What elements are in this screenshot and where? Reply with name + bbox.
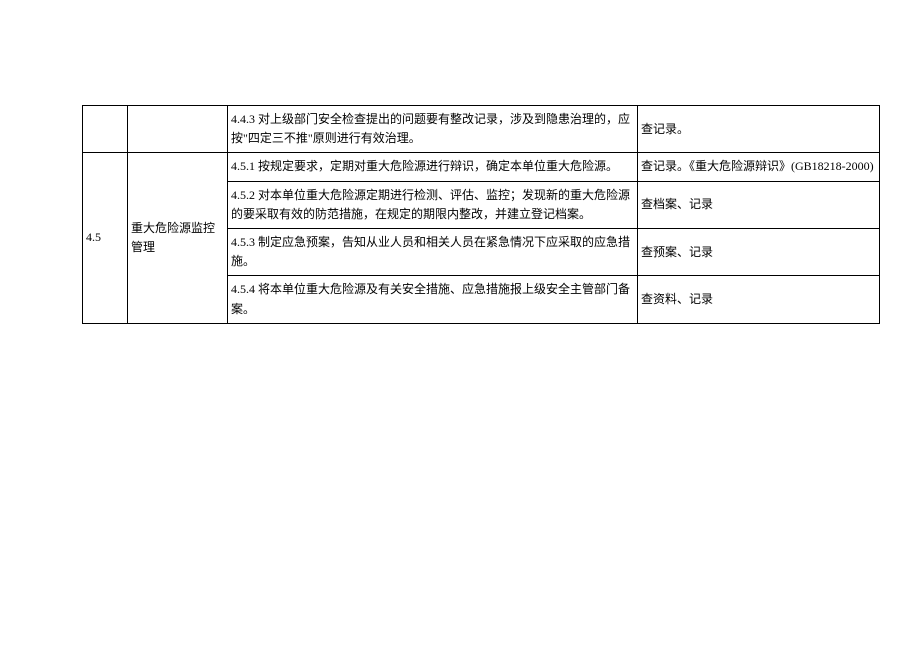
cell-section-num: 4.5: [83, 153, 128, 323]
table-row: 4.4.3 对上级部门安全检查提出的问题要有整改记录，涉及到隐患治理的，应按"四…: [83, 106, 880, 153]
cell-name-empty: [128, 106, 228, 153]
cell-note: 查记录。《重大危险源辩识》(GB18218-2000): [638, 153, 880, 181]
cell-content: 4.5.3 制定应急预案，告知从业人员和相关人员在紧急情况下应采取的应急措施。: [228, 228, 638, 275]
cell-content: 4.5.4 将本单位重大危险源及有关安全措施、应急措施报上级安全主管部门备案。: [228, 276, 638, 323]
safety-table: 4.4.3 对上级部门安全检查提出的问题要有整改记录，涉及到隐患治理的，应按"四…: [82, 105, 880, 324]
table-row: 4.5 重大危险源监控管理 4.5.1 按规定要求，定期对重大危险源进行辩识，确…: [83, 153, 880, 181]
page-container: 4.4.3 对上级部门安全检查提出的问题要有整改记录，涉及到隐患治理的，应按"四…: [0, 0, 920, 324]
cell-note: 查资料、记录: [638, 276, 880, 323]
cell-content: 4.5.2 对本单位重大危险源定期进行检测、评估、监控；发现新的重大危险源的要采…: [228, 181, 638, 228]
cell-note: 查预案、记录: [638, 228, 880, 275]
cell-note: 查档案、记录: [638, 181, 880, 228]
cell-note: 查记录。: [638, 106, 880, 153]
cell-section-name: 重大危险源监控管理: [128, 153, 228, 323]
cell-content: 4.4.3 对上级部门安全检查提出的问题要有整改记录，涉及到隐患治理的，应按"四…: [228, 106, 638, 153]
cell-content: 4.5.1 按规定要求，定期对重大危险源进行辩识，确定本单位重大危险源。: [228, 153, 638, 181]
cell-num-empty: [83, 106, 128, 153]
